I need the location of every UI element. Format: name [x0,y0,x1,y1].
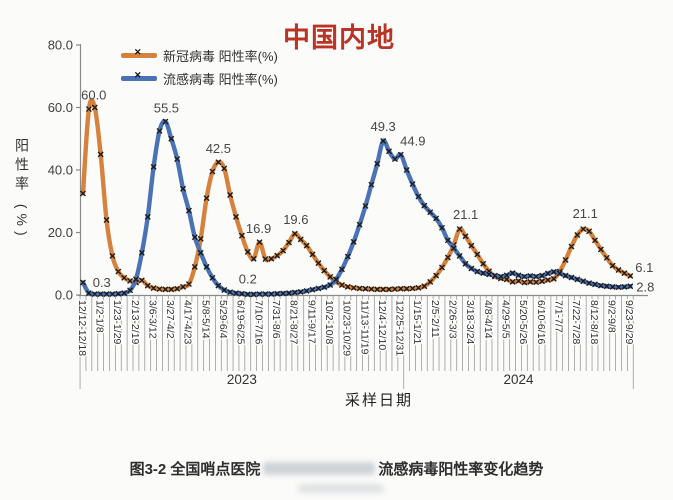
svg-text:3/18-3/24: 3/18-3/24 [464,300,476,345]
svg-text:2024: 2024 [503,372,534,387]
chart-title: 中国内地 [283,23,395,53]
x-markers [80,118,634,298]
x-marker-icon: ✕ [134,47,142,57]
data-label: 55.5 [154,101,179,116]
covid-series [80,97,634,293]
svg-text:2023: 2023 [227,372,257,387]
data-label: 21.1 [453,207,478,222]
svg-text:7/22-7/28: 7/22-7/28 [570,300,582,345]
svg-text:1/2-1/8: 1/2-1/8 [93,300,105,333]
data-labels: 60.0 0.3 55.5 42.5 16.9 0.2 19.6 49.3 44.9 21.1 21… [81,88,654,295]
svg-text:80.0: 80.0 [48,38,73,53]
svg-text:12/25-12/31: 12/25-12/31 [394,300,406,356]
svg-text:6/10-6/16: 6/10-6/16 [535,300,547,345]
svg-text:1/23-1/29: 1/23-1/29 [111,300,123,345]
svg-text:4/8-4/14: 4/8-4/14 [482,300,494,339]
svg-text:60.0: 60.0 [48,100,73,115]
flu-series [80,118,634,298]
positivity-rate-chart: 0.0 20.0 40.0 60.0 80.0 12/12-12/18 1/2-1/8 1/2… [48,38,654,389]
legend-item-covid: ✕ 新冠病毒 阳性率(%) [121,44,278,67]
svg-text:1/15-1/21: 1/15-1/21 [411,300,423,345]
x-axis-tick-labels: 12/12-12/18 1/2-1/8 1/23-1/29 2/13-2/19 3/6-… [74,299,636,358]
x-axis-title: 采样日期 [344,392,413,409]
flu-line-sample: ✕ [121,70,157,81]
svg-text:5/8-5/14: 5/8-5/14 [199,300,211,339]
week-tick-comb [79,296,634,389]
data-label: 49.3 [370,119,395,134]
svg-text:7/10-7/16: 7/10-7/16 [252,300,264,345]
covid-line-sample: ✕ [121,47,157,58]
data-label: 2.8 [636,279,654,294]
legend-label-covid: 新冠病毒 阳性率(%) [163,49,278,64]
svg-text:9/23-9/29: 9/23-9/29 [623,300,635,345]
caption-prefix: 图3-2 全国哨点医院 [129,461,261,478]
data-label: 16.9 [246,221,271,236]
y-axis-tick-labels: 0.0 20.0 40.0 60.0 80.0 [48,38,73,303]
data-label: 42.5 [206,141,231,156]
legend: ✕ 新冠病毒 阳性率(%) ✕ 流感病毒 阳性率(%) [121,44,278,90]
caption-smudge [298,484,384,493]
data-label: 21.1 [573,206,598,221]
svg-text:20.0: 20.0 [48,225,73,240]
data-label: 19.6 [283,212,308,227]
data-label: 0.3 [93,275,111,290]
y-axis-title: 阳性率 (%) [14,138,30,241]
svg-text:12/12-12/18: 12/12-12/18 [76,300,88,356]
year-labels: 2023 2024 [227,372,534,387]
svg-text:8/12-8/18: 8/12-8/18 [588,300,600,345]
svg-text:9/2-9/8: 9/2-9/8 [605,300,617,333]
svg-text:2/26-3/3: 2/26-3/3 [447,300,459,339]
x-markers [80,104,634,293]
axes [76,44,648,297]
svg-text:5/29-6/4: 5/29-6/4 [217,300,229,339]
svg-text:3/27-4/2: 3/27-4/2 [164,300,176,339]
legend-item-flu: ✕ 流感病毒 阳性率(%) [121,67,278,90]
svg-text:10/23-10/29: 10/23-10/29 [341,300,353,356]
svg-text:2/5-2/11: 2/5-2/11 [429,300,441,338]
svg-text:8/21-8/27: 8/21-8/27 [288,300,300,345]
svg-text:0.0: 0.0 [55,288,73,303]
svg-text:4/29-5/5: 4/29-5/5 [500,300,512,339]
svg-text:7/1-7/7: 7/1-7/7 [552,300,564,333]
data-label: 6.1 [635,260,653,275]
data-label: 60.0 [81,88,106,103]
x-marker-icon: ✕ [134,70,142,80]
legend-label-flu: 流感病毒 阳性率(%) [163,72,278,87]
svg-text:2/13-2/19: 2/13-2/19 [129,300,141,345]
figure-caption: 图3-2 全国哨点医院 流感病毒阳性率变化趋势 [0,458,673,479]
svg-text:4/17-4/23: 4/17-4/23 [182,300,194,345]
svg-text:10/2-10/8: 10/2-10/8 [323,300,335,345]
svg-text:40.0: 40.0 [48,163,73,178]
svg-text:12/4-12/10: 12/4-12/10 [376,300,388,350]
svg-text:7/31-8/6: 7/31-8/6 [270,300,282,339]
data-label: 44.9 [400,134,425,149]
svg-text:11/13-11/19: 11/13-11/19 [358,300,370,355]
svg-text:9/11-9/17: 9/11-9/17 [305,300,317,344]
svg-text:5/20-5/26: 5/20-5/26 [517,300,529,345]
data-label: 0.2 [239,271,257,286]
svg-text:6/19-6/25: 6/19-6/25 [235,300,247,345]
caption-redacted-region [263,462,376,475]
svg-text:3/6-3/12: 3/6-3/12 [146,300,158,339]
caption-suffix: 流感病毒阳性率变化趋势 [378,461,544,478]
